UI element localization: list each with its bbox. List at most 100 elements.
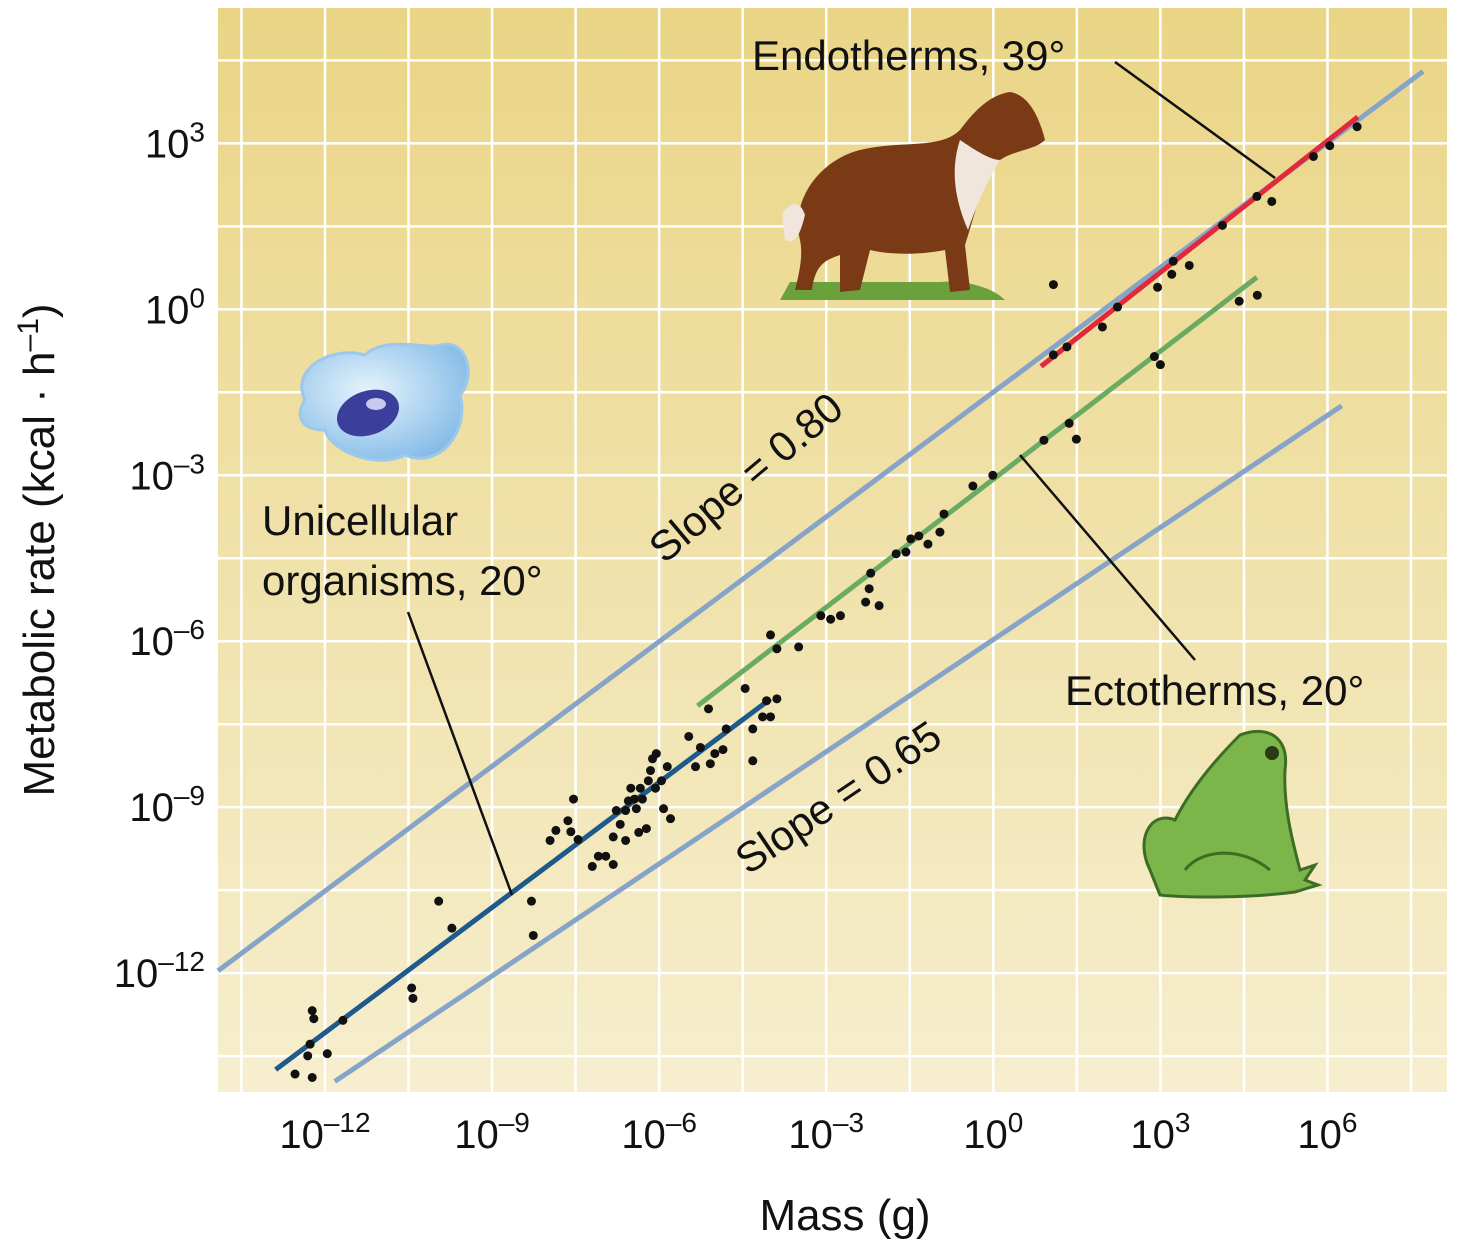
data-point (309, 1014, 319, 1024)
data-point (651, 749, 661, 759)
data-point (626, 783, 636, 793)
data-point (710, 749, 720, 759)
x-tick-label: 100 (963, 1107, 1023, 1157)
data-point (1252, 191, 1262, 201)
annotation: organisms, 20° (262, 557, 543, 604)
data-point (740, 683, 750, 693)
x-tick-label: 10–9 (454, 1107, 530, 1157)
leader-line (1019, 454, 1196, 661)
x-tick-label: 10–3 (788, 1107, 864, 1157)
data-point (835, 611, 845, 621)
data-point (684, 731, 694, 741)
data-point (901, 547, 911, 557)
data-point (608, 860, 618, 870)
data-point (1071, 434, 1081, 444)
data-point (1308, 151, 1318, 161)
data-point (322, 1049, 332, 1059)
data-point (666, 814, 676, 824)
data-point (659, 804, 669, 814)
data-point (621, 835, 631, 845)
data-point (615, 819, 625, 829)
data-point (408, 993, 418, 1003)
data-point (611, 806, 621, 816)
data-point (631, 804, 641, 814)
data-point (587, 861, 597, 871)
data-point (1325, 141, 1335, 151)
data-point (601, 851, 611, 861)
data-point (748, 724, 758, 734)
data-point (1153, 282, 1163, 292)
data-point (891, 549, 901, 559)
data-point (758, 712, 768, 722)
data-point (939, 509, 949, 519)
data-point (1168, 256, 1178, 266)
data-point (1184, 260, 1194, 270)
data-point (305, 1039, 315, 1049)
data-point (762, 696, 772, 706)
y-tick-label: 103 (145, 116, 205, 166)
annotation: Endotherms, 39° (752, 32, 1065, 79)
data-point (643, 776, 653, 786)
data-point (290, 1069, 300, 1079)
data-point (1217, 220, 1227, 230)
data-point (794, 642, 804, 652)
fit-line (1039, 115, 1360, 369)
data-point (1352, 122, 1362, 132)
data-point (1252, 290, 1262, 300)
data-point (608, 832, 618, 842)
y-axis-title-part: –1 (12, 318, 45, 351)
data-point (447, 923, 457, 933)
data-point (1267, 196, 1277, 206)
data-point (566, 827, 576, 837)
frog-picture (1142, 729, 1323, 899)
data-point (1039, 435, 1049, 445)
data-point (662, 762, 672, 772)
data-point (704, 704, 714, 714)
data-point (914, 531, 924, 541)
data-point (573, 835, 583, 845)
data-point (307, 1072, 317, 1082)
annotation: Unicellular (262, 497, 458, 544)
y-axis-title-part: ) (15, 303, 64, 318)
data-point (1155, 360, 1165, 370)
x-tick-label: 10–6 (621, 1107, 697, 1157)
data-point (861, 597, 871, 607)
data-point (906, 534, 916, 544)
data-point (551, 825, 561, 835)
data-point (826, 614, 836, 624)
dog-picture (780, 92, 1045, 300)
data-point (988, 470, 998, 480)
data-point (303, 1051, 313, 1061)
data-point (1048, 350, 1058, 360)
y-tick-label: 10–9 (129, 780, 205, 830)
x-axis-title: Mass (g) (759, 1191, 930, 1240)
data-point (766, 630, 776, 640)
data-point (407, 983, 417, 993)
data-point (1149, 352, 1159, 362)
data-point (718, 745, 728, 755)
y-tick-label: 10–12 (114, 946, 205, 996)
data-point (656, 776, 666, 786)
data-point (721, 724, 731, 734)
y-axis-title: Metabolic rate (kcal · h–1) (12, 303, 64, 796)
grid (218, 8, 1447, 1092)
data-point (1062, 342, 1072, 352)
data-point (968, 481, 978, 491)
x-tick-label: 103 (1130, 1107, 1190, 1157)
data-point (772, 644, 782, 654)
annotation: Ectotherms, 20° (1065, 667, 1364, 714)
fit-line (333, 403, 1344, 1084)
points (290, 122, 1362, 1082)
data-point (1234, 296, 1244, 306)
data-point (766, 712, 776, 722)
fit-line (696, 275, 1259, 708)
data-point (569, 794, 579, 804)
leader-line (1114, 60, 1276, 180)
y-tick-label: 10–6 (129, 614, 205, 664)
data-point (641, 824, 651, 834)
y-axis-title-part: Metabolic rate (kcal · h (15, 351, 64, 796)
data-point (705, 759, 715, 769)
data-point (864, 584, 874, 594)
y-tick-label: 100 (145, 282, 205, 332)
